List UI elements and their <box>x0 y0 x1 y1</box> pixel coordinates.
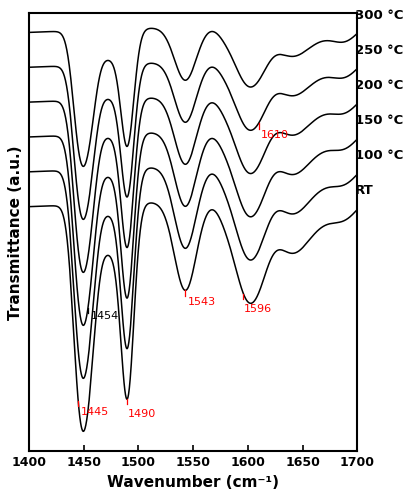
Text: 200 °C: 200 °C <box>355 79 403 92</box>
Text: 1490: 1490 <box>127 409 156 419</box>
Text: 1610: 1610 <box>261 130 289 140</box>
Text: 1596: 1596 <box>243 304 272 314</box>
Text: RT: RT <box>355 184 374 197</box>
Text: 1543: 1543 <box>187 297 216 307</box>
Text: 100 °C: 100 °C <box>355 149 403 162</box>
Text: 1454: 1454 <box>91 311 119 321</box>
X-axis label: Wavenumber (cm⁻¹): Wavenumber (cm⁻¹) <box>107 475 279 490</box>
Text: 1445: 1445 <box>80 407 109 417</box>
Y-axis label: Transmittance (a.u.): Transmittance (a.u.) <box>8 145 23 320</box>
Text: 300 °C: 300 °C <box>355 9 404 22</box>
Text: 150 °C: 150 °C <box>355 114 403 127</box>
Text: 250 °C: 250 °C <box>355 44 403 57</box>
